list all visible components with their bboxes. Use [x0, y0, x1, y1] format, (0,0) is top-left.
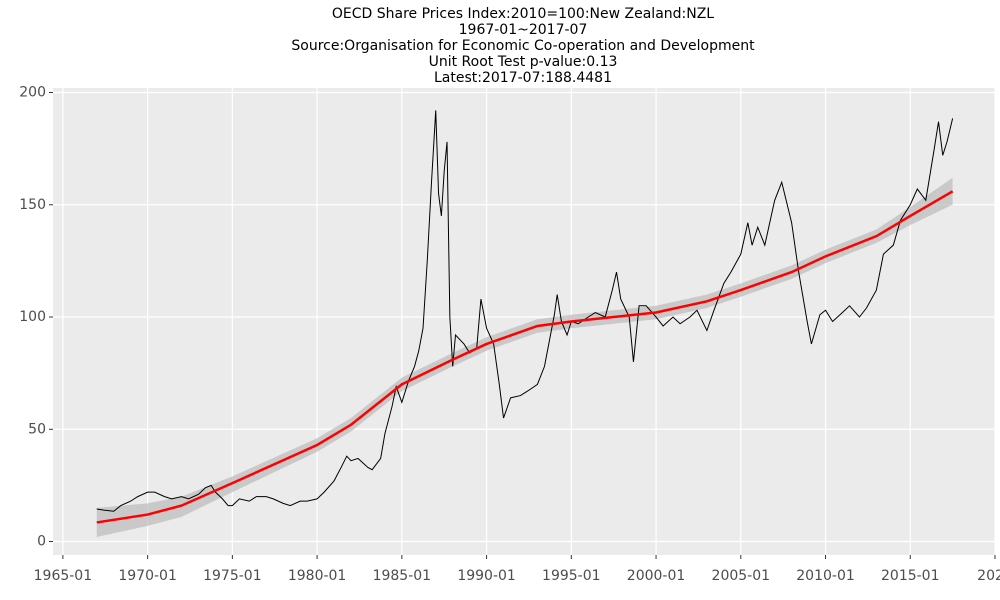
chart-title: Latest:2017-07:188.4481 — [434, 70, 612, 86]
x-tick-label: 2010-01 — [796, 568, 855, 584]
y-tick-label: 0 — [37, 534, 46, 550]
y-tick-label: 100 — [19, 309, 46, 325]
y-tick-label: 200 — [19, 84, 46, 100]
y-tick-label: 150 — [19, 197, 46, 213]
x-tick-label: 1990-01 — [457, 568, 516, 584]
chart-title: OECD Share Prices Index:2010=100:New Zea… — [332, 6, 714, 22]
series-line — [96, 110, 954, 512]
x-tick-label: 1975-01 — [203, 568, 262, 584]
trend-line — [96, 190, 954, 524]
plot-panel — [53, 88, 995, 555]
x-tick-label: 1980-01 — [288, 568, 347, 584]
x-tick-label: 1970-01 — [118, 568, 177, 584]
chart-title: 1967-01~2017-07 — [459, 22, 588, 38]
x-tick-label: 1985-01 — [373, 568, 432, 584]
chart-title: Unit Root Test p-value:0.13 — [429, 54, 618, 70]
x-tick-label: 2020 — [977, 568, 1000, 584]
x-tick-label: 1995-01 — [542, 568, 601, 584]
x-tick-label: 2000-01 — [627, 568, 686, 584]
x-tick-label: 1965-01 — [34, 568, 93, 584]
y-tick-label: 50 — [28, 421, 46, 437]
chart-title: Source:Organisation for Economic Co-oper… — [291, 38, 755, 54]
x-tick-label: 2015-01 — [881, 568, 940, 584]
x-tick-label: 2005-01 — [712, 568, 771, 584]
